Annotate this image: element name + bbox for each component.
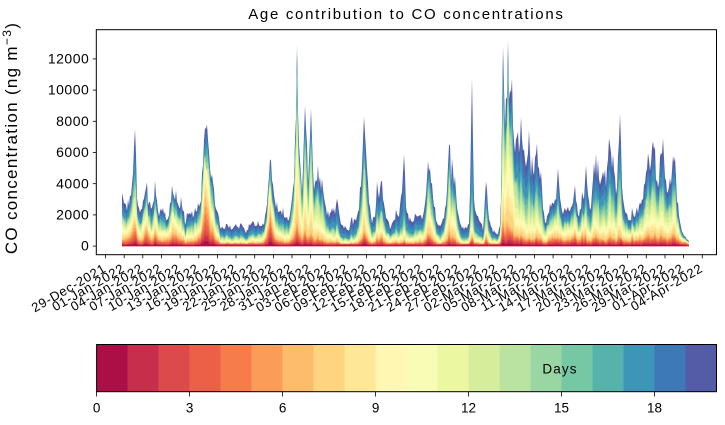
svg-text:6: 6 — [279, 400, 287, 415]
svg-text:8000: 8000 — [56, 113, 89, 129]
svg-text:18: 18 — [647, 400, 662, 415]
svg-text:0: 0 — [81, 238, 89, 254]
svg-text:CO concentration (ng m−3): CO concentration (ng m−3) — [0, 22, 21, 254]
svg-text:Age contribution to CO concent: Age contribution to CO concentrations — [248, 6, 564, 23]
svg-text:9: 9 — [372, 400, 380, 415]
svg-text:15: 15 — [554, 400, 569, 415]
svg-text:10000: 10000 — [48, 82, 89, 98]
svg-text:12000: 12000 — [48, 51, 89, 67]
svg-text:4000: 4000 — [56, 175, 89, 191]
svg-text:6000: 6000 — [56, 144, 89, 160]
svg-text:Days: Days — [542, 362, 577, 377]
svg-text:3: 3 — [186, 400, 194, 415]
svg-text:0: 0 — [93, 400, 101, 415]
svg-text:12: 12 — [461, 400, 476, 415]
svg-text:2000: 2000 — [56, 207, 89, 223]
